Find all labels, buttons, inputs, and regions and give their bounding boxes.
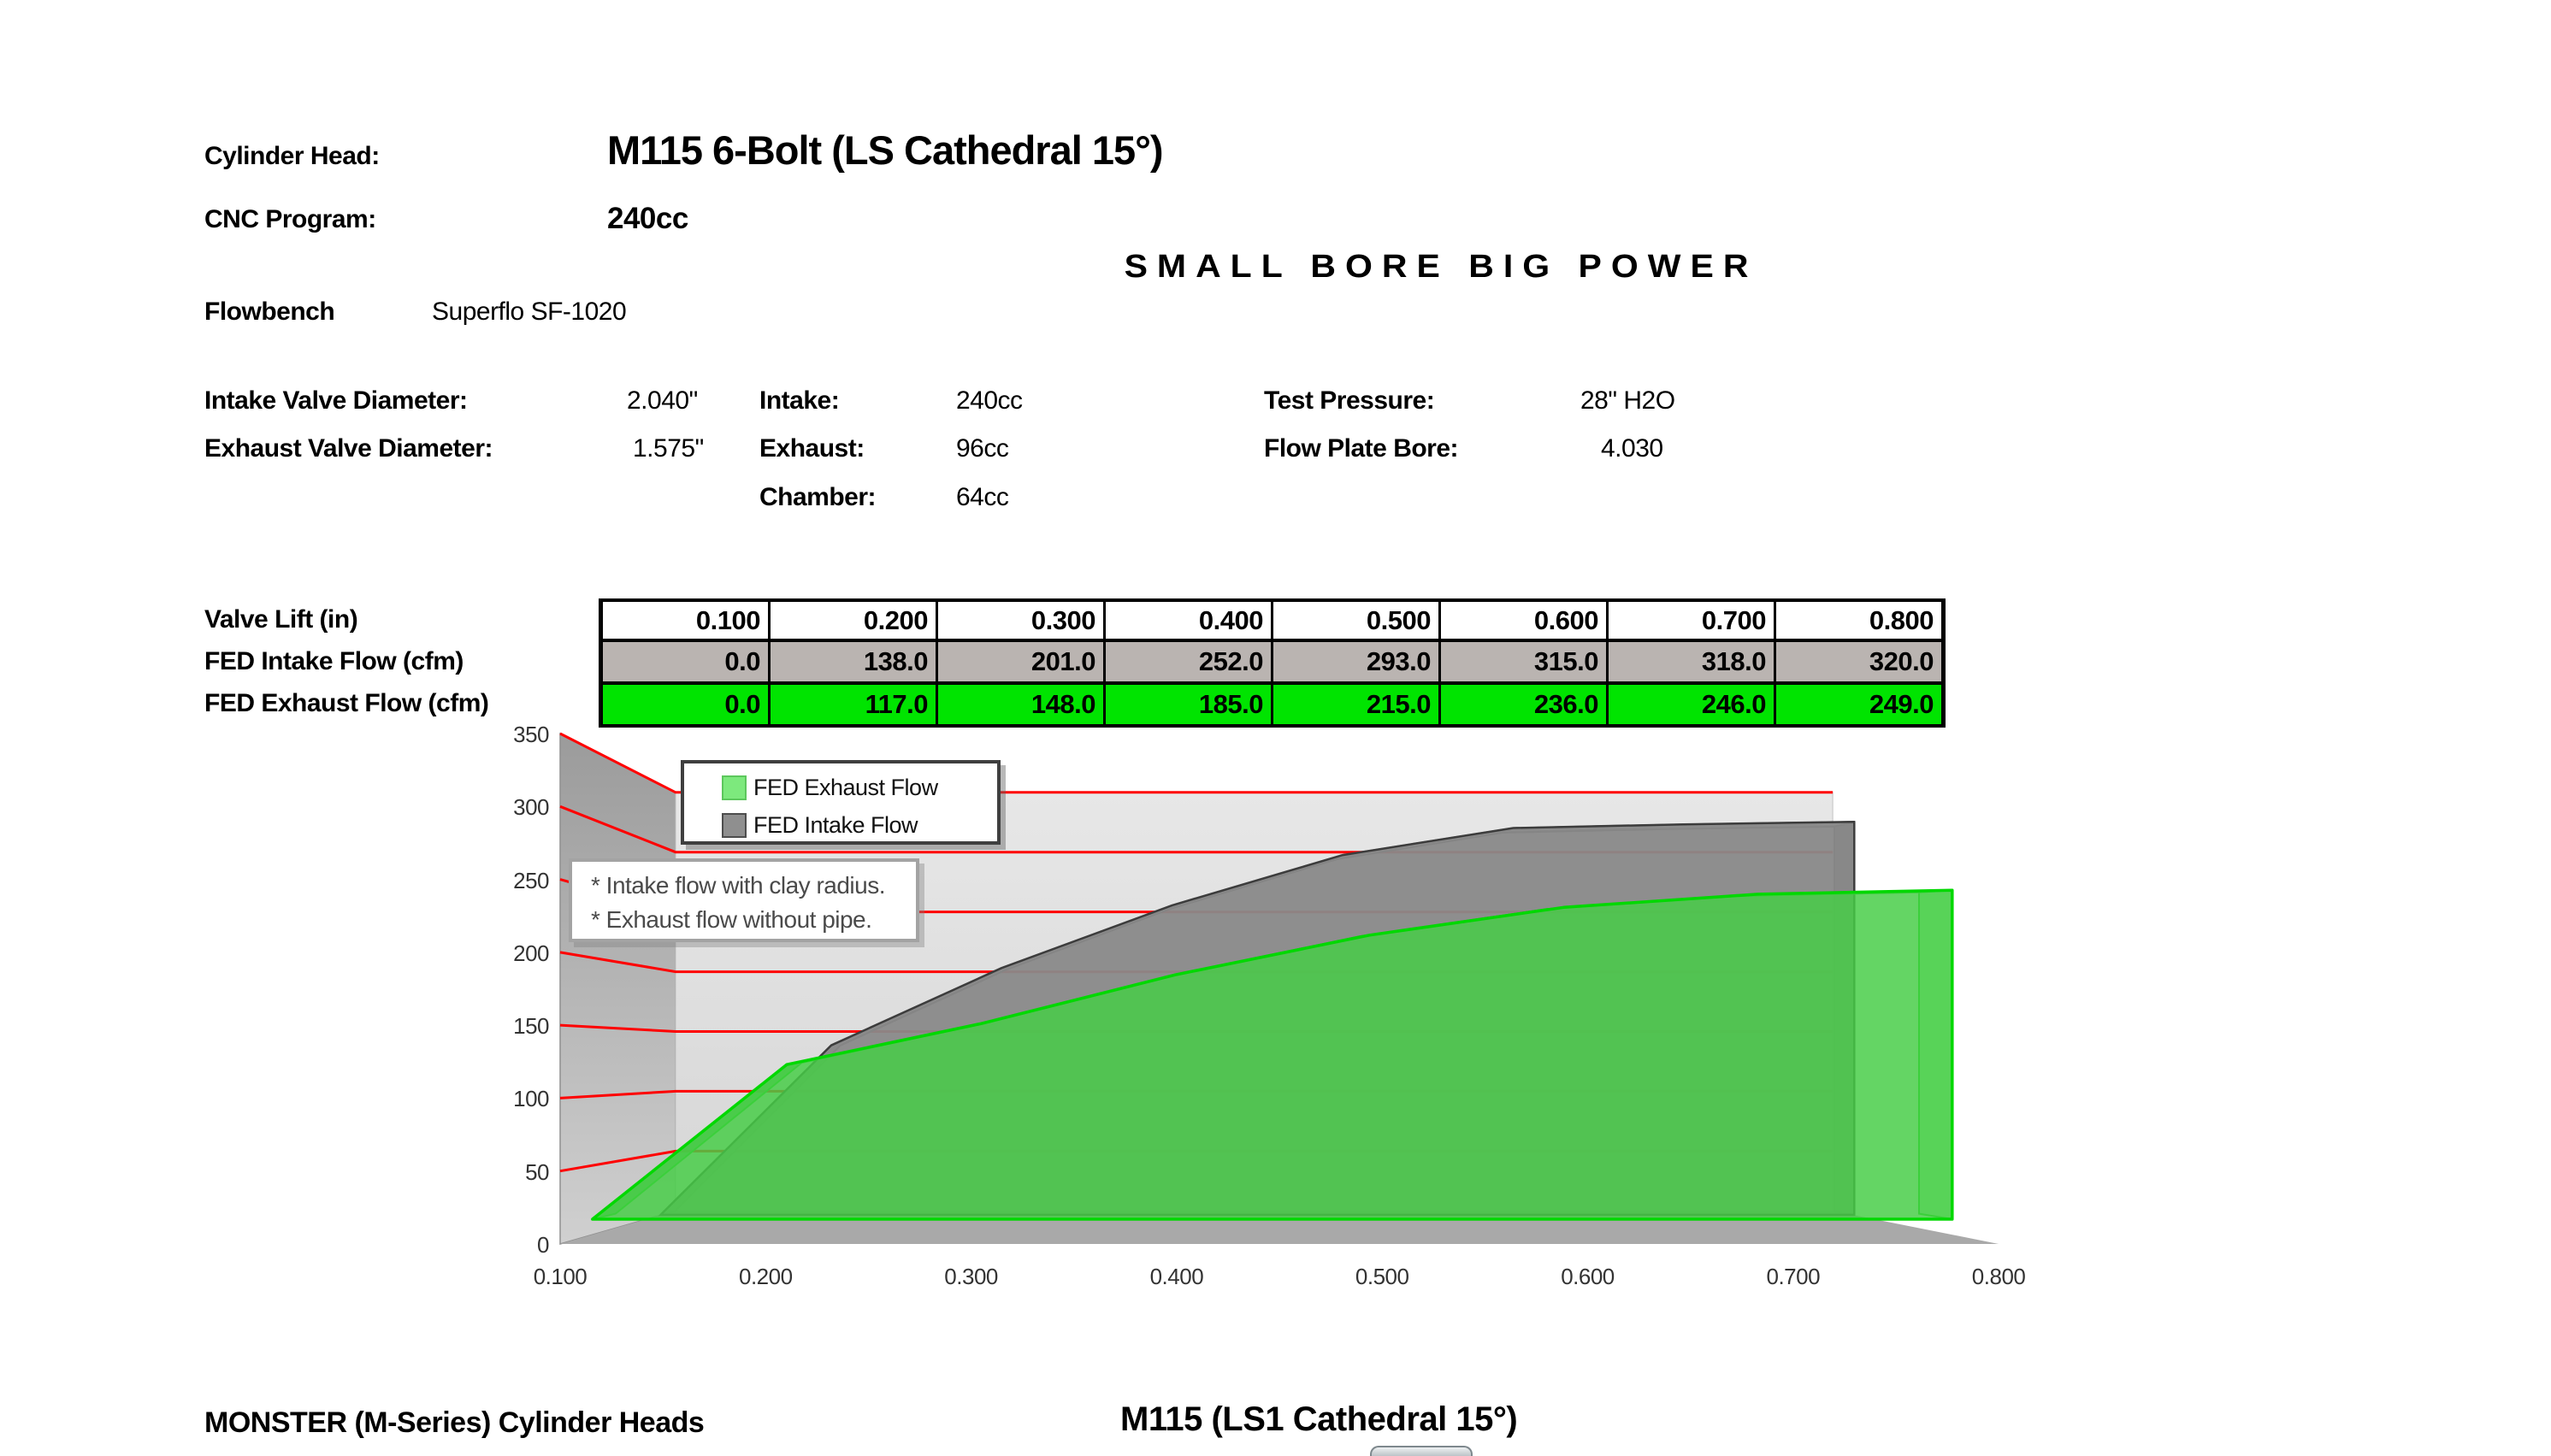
x-axis-tick-label: 0.600 bbox=[1561, 1264, 1615, 1289]
intake-valve-diameter-label: Intake Valve Diameter: bbox=[204, 386, 468, 415]
valve-lift-cell: 0.300 bbox=[936, 598, 1106, 642]
legend-label-exhaust: FED Exhaust Flow bbox=[753, 774, 938, 800]
intake-flow-cell: 201.0 bbox=[936, 639, 1106, 685]
legend-label-intake: FED Intake Flow bbox=[753, 811, 918, 838]
exhaust-valve-diameter-label: Exhaust Valve Diameter: bbox=[204, 434, 493, 463]
flowbench-label: Flowbench bbox=[204, 298, 335, 326]
x-axis-tick-label: 0.300 bbox=[944, 1264, 998, 1289]
intake-volume-label: Intake: bbox=[759, 386, 840, 415]
x-axis-tick-label: 0.700 bbox=[1766, 1264, 1821, 1289]
y-axis-tick-label: 250 bbox=[513, 867, 549, 893]
intake-flow-cell: 320.0 bbox=[1774, 639, 1946, 685]
valve-lift-cell: 0.600 bbox=[1438, 598, 1609, 642]
table-row-exhaust-flow: 0.0 117.0 148.0 185.0 215.0 236.0 246.0 249.0 bbox=[599, 681, 1946, 728]
annotation-line-2: * Exhaust flow without pipe. bbox=[591, 906, 872, 933]
valve-lift-cell: 0.500 bbox=[1271, 598, 1441, 642]
y-axis-tick-label: 100 bbox=[513, 1086, 549, 1112]
cnc-program-value: 240cc bbox=[607, 202, 688, 235]
valve-lift-cell: 0.800 bbox=[1774, 598, 1946, 642]
table-row-valve-lift: 0.100 0.200 0.300 0.400 0.500 0.600 0.700 0.800 bbox=[599, 598, 1946, 642]
exhaust-valve-diameter-value: 1.575" bbox=[633, 434, 704, 463]
cnc-program-label: CNC Program: bbox=[204, 205, 376, 233]
y-axis-tick-label: 350 bbox=[513, 722, 549, 747]
legend-item-exhaust: FED Exhaust Flow bbox=[722, 774, 938, 801]
legend-item-intake: FED Intake Flow bbox=[722, 811, 918, 839]
valve-lift-cell: 0.200 bbox=[768, 598, 938, 642]
gridline-350 bbox=[559, 732, 1834, 794]
intake-series-swatch-icon bbox=[722, 812, 747, 838]
x-axis-tick-label: 0.400 bbox=[1149, 1264, 1204, 1289]
x-axis-tick-label: 0.100 bbox=[533, 1264, 588, 1289]
footer-head-title: M115 (LS1 Cathedral 15°) bbox=[1120, 1400, 1518, 1438]
exhaust-flow-cell: 215.0 bbox=[1271, 681, 1441, 728]
x-axis-tick-label: 0.800 bbox=[1971, 1264, 2026, 1289]
flow-data-table: 0.100 0.200 0.300 0.400 0.500 0.600 0.700 0.800… bbox=[599, 598, 1946, 728]
exhaust-flow-cell: 246.0 bbox=[1606, 681, 1776, 728]
table-row-label-exhaust-flow: FED Exhaust Flow (cfm) bbox=[204, 689, 489, 717]
exhaust-flow-cell: 236.0 bbox=[1438, 681, 1609, 728]
chart-annotation: * Intake flow with clay radius. * Exhaus… bbox=[569, 858, 919, 942]
table-row-label-valve-lift: Valve Lift (in) bbox=[204, 605, 358, 634]
chamber-volume-label: Chamber: bbox=[759, 483, 877, 511]
intake-flow-cell: 293.0 bbox=[1271, 639, 1441, 685]
intake-flow-cell: 138.0 bbox=[768, 639, 938, 685]
brand-slogan: SMALL BORE BIG POWER bbox=[1124, 247, 1758, 285]
test-pressure-label: Test Pressure: bbox=[1264, 386, 1435, 415]
page-title: M115 6-Bolt (LS Cathedral 15°) bbox=[607, 127, 1164, 173]
valve-lift-cell: 0.700 bbox=[1606, 598, 1776, 642]
flowbench-value: Superflo SF-1020 bbox=[432, 298, 627, 326]
intake-flow-cell: 315.0 bbox=[1438, 639, 1609, 685]
chart-legend: FED Exhaust Flow FED Intake Flow bbox=[681, 760, 1001, 845]
exhaust-series-swatch-icon bbox=[722, 775, 747, 800]
test-pressure-value: 28" H2O bbox=[1580, 386, 1675, 415]
footer-series-title: MONSTER (M-Series) Cylinder Heads bbox=[204, 1406, 705, 1439]
valve-lift-cell: 0.100 bbox=[599, 598, 771, 642]
intake-valve-diameter-value: 2.040" bbox=[627, 386, 698, 415]
exhaust-series-front-face bbox=[591, 888, 1954, 1221]
intake-flow-cell: 0.0 bbox=[599, 639, 771, 685]
intake-flow-cell: 318.0 bbox=[1606, 639, 1776, 685]
cylinder-head-label: Cylinder Head: bbox=[204, 142, 380, 170]
exhaust-flow-cell: 0.0 bbox=[599, 681, 771, 728]
y-axis-tick-label: 300 bbox=[513, 794, 549, 821]
chamber-volume-value: 64cc bbox=[956, 483, 1009, 511]
cropped-graphic-fragment bbox=[1370, 1446, 1473, 1456]
x-axis-tick-label: 0.500 bbox=[1355, 1264, 1409, 1289]
exhaust-flow-cell: 249.0 bbox=[1774, 681, 1946, 728]
table-row-intake-flow: 0.0 138.0 201.0 252.0 293.0 315.0 318.0 320.0 bbox=[599, 639, 1946, 685]
intake-volume-value: 240cc bbox=[956, 386, 1023, 415]
exhaust-flow-cell: 148.0 bbox=[936, 681, 1106, 728]
valve-lift-cell: 0.400 bbox=[1103, 598, 1273, 642]
exhaust-flow-cell: 185.0 bbox=[1103, 681, 1273, 728]
y-axis-tick-label: 0 bbox=[537, 1232, 549, 1258]
exhaust-volume-label: Exhaust: bbox=[759, 434, 865, 463]
annotation-line-1: * Intake flow with clay radius. bbox=[591, 872, 886, 899]
exhaust-flow-cell: 117.0 bbox=[768, 681, 938, 728]
x-axis-tick-label: 0.200 bbox=[739, 1264, 793, 1289]
y-axis-tick-label: 50 bbox=[525, 1158, 549, 1185]
flow-plate-bore-value: 4.030 bbox=[1601, 434, 1663, 463]
intake-flow-cell: 252.0 bbox=[1103, 639, 1273, 685]
y-axis-tick-label: 150 bbox=[513, 1013, 549, 1040]
flow-plate-bore-label: Flow Plate Bore: bbox=[1264, 434, 1459, 463]
y-axis-tick-label: 200 bbox=[513, 940, 549, 966]
table-row-label-intake-flow: FED Intake Flow (cfm) bbox=[204, 647, 464, 675]
exhaust-volume-value: 96cc bbox=[956, 434, 1009, 463]
